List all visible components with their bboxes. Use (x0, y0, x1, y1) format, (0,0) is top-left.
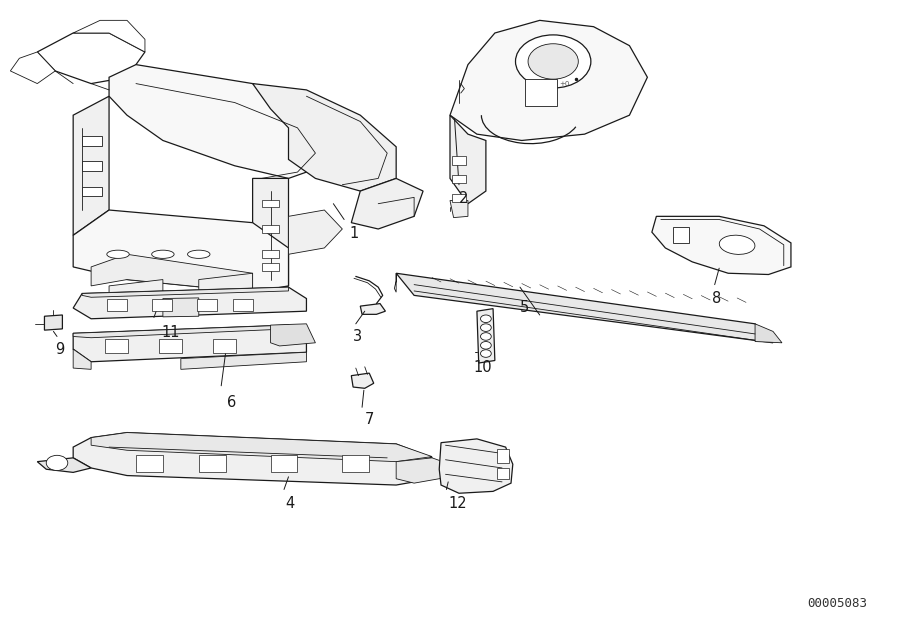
Text: 4: 4 (285, 496, 294, 511)
Polygon shape (37, 458, 91, 472)
Bar (452, 194, 466, 203)
Bar (452, 156, 466, 164)
Polygon shape (396, 458, 450, 483)
Polygon shape (351, 373, 374, 389)
Polygon shape (450, 201, 468, 218)
Polygon shape (289, 210, 342, 254)
Text: +0: +0 (560, 81, 570, 86)
Text: 10: 10 (473, 361, 492, 375)
Circle shape (481, 333, 491, 340)
Text: 12: 12 (448, 496, 467, 511)
Circle shape (481, 342, 491, 349)
Polygon shape (73, 20, 145, 52)
Bar (452, 175, 466, 184)
Circle shape (516, 35, 591, 88)
Bar (342, 455, 369, 472)
Text: 9: 9 (55, 342, 65, 356)
Polygon shape (109, 65, 342, 178)
Bar (82, 161, 102, 171)
Polygon shape (73, 349, 91, 370)
Circle shape (481, 324, 491, 331)
Bar (497, 449, 509, 463)
Bar (105, 339, 128, 353)
Polygon shape (109, 279, 163, 318)
Polygon shape (163, 298, 199, 317)
Bar (152, 298, 172, 311)
Text: 00005083: 00005083 (807, 597, 868, 610)
Polygon shape (652, 217, 791, 274)
Bar (136, 455, 163, 472)
Polygon shape (450, 20, 647, 140)
Polygon shape (360, 304, 385, 314)
Text: 11: 11 (161, 325, 180, 340)
Bar (263, 200, 279, 208)
Bar (672, 227, 688, 243)
Polygon shape (477, 309, 495, 363)
Bar (233, 298, 253, 311)
Bar (197, 298, 217, 311)
Polygon shape (351, 178, 423, 229)
Circle shape (481, 315, 491, 323)
Ellipse shape (152, 250, 174, 258)
Bar (526, 79, 557, 105)
Text: 7: 7 (364, 412, 374, 427)
Ellipse shape (107, 250, 130, 258)
Bar (497, 468, 509, 479)
Polygon shape (73, 325, 289, 338)
Polygon shape (450, 115, 486, 204)
Bar (159, 339, 182, 353)
Ellipse shape (719, 235, 755, 255)
Text: 1: 1 (349, 226, 359, 241)
Polygon shape (73, 210, 289, 292)
Polygon shape (253, 178, 289, 292)
Circle shape (528, 44, 579, 79)
Polygon shape (253, 84, 396, 191)
Polygon shape (91, 254, 253, 292)
Text: 6: 6 (228, 394, 237, 410)
Text: 3: 3 (353, 329, 362, 344)
Bar (263, 250, 279, 258)
Circle shape (481, 350, 491, 358)
Polygon shape (44, 315, 62, 330)
Polygon shape (394, 273, 396, 292)
Polygon shape (73, 432, 432, 485)
Polygon shape (11, 52, 55, 84)
Bar (199, 455, 226, 472)
Polygon shape (439, 439, 513, 493)
Bar (82, 187, 102, 196)
Polygon shape (271, 324, 315, 346)
Text: 8: 8 (712, 291, 721, 306)
Polygon shape (82, 287, 289, 297)
Polygon shape (181, 352, 306, 370)
Polygon shape (73, 97, 109, 236)
Bar (263, 225, 279, 233)
Text: 2: 2 (459, 191, 468, 206)
Polygon shape (37, 33, 145, 84)
Bar (107, 298, 127, 311)
Bar (82, 136, 102, 145)
Bar (263, 263, 279, 271)
Polygon shape (73, 287, 306, 319)
Text: 5: 5 (520, 300, 529, 315)
Polygon shape (396, 273, 773, 343)
Circle shape (46, 455, 68, 471)
Polygon shape (755, 324, 782, 343)
Polygon shape (73, 325, 306, 362)
Ellipse shape (187, 250, 210, 258)
Polygon shape (91, 432, 432, 462)
Bar (271, 455, 298, 472)
Polygon shape (199, 273, 253, 311)
Bar (213, 339, 236, 353)
